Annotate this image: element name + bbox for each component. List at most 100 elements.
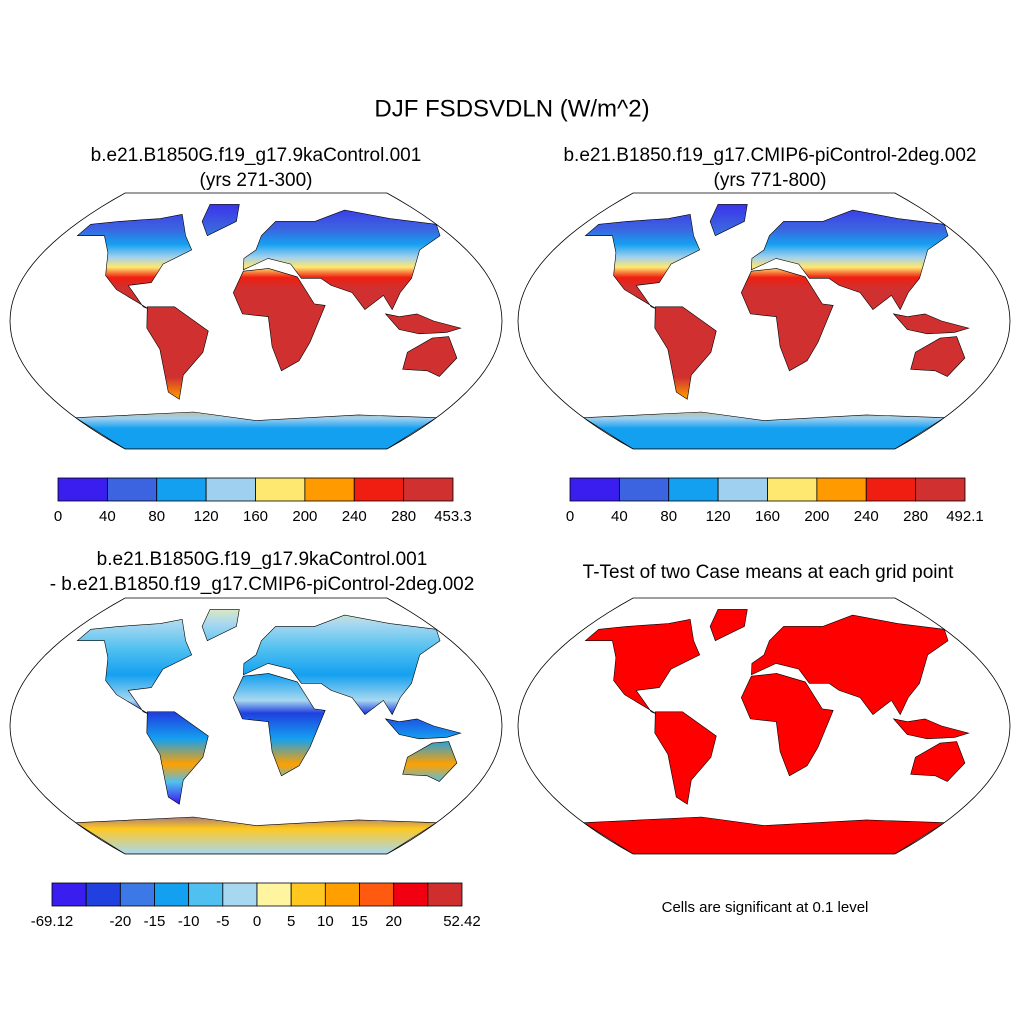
colorbar-label: 40 bbox=[99, 508, 116, 525]
land bbox=[740, 673, 834, 777]
colorbar-box bbox=[915, 477, 966, 502]
land bbox=[709, 204, 748, 237]
land bbox=[740, 268, 834, 372]
panel-title: b.e21.B1850G.f19_g17.9kaControl.001 bbox=[97, 549, 428, 570]
colorbar-label: 200 bbox=[292, 508, 317, 525]
colorbar-box bbox=[256, 882, 292, 907]
map-outline bbox=[9, 192, 503, 450]
colorbar-label: 52.42 bbox=[443, 913, 481, 930]
colorbar-label: 120 bbox=[194, 508, 219, 525]
colorbar-box bbox=[188, 882, 224, 907]
colorbar-label: -20 bbox=[109, 913, 131, 930]
land bbox=[709, 609, 748, 642]
map bbox=[582, 204, 970, 449]
colorbar-label: 280 bbox=[903, 508, 928, 525]
colorbar-box bbox=[156, 477, 207, 502]
map-outline bbox=[517, 192, 1011, 450]
colorbar-box bbox=[618, 477, 670, 502]
land bbox=[582, 816, 946, 854]
panel-title: (yrs 771-800) bbox=[714, 170, 827, 191]
colorbar-label: 80 bbox=[148, 508, 165, 525]
figure-title: DJF FSDSVDLN (W/m^2) bbox=[374, 95, 649, 122]
colorbar-box bbox=[816, 477, 867, 502]
land bbox=[584, 618, 701, 715]
colorbar-label: -69.12 bbox=[31, 913, 74, 930]
land bbox=[384, 718, 462, 740]
land bbox=[402, 336, 458, 377]
panel-note: Cells are significant at 0.1 level bbox=[662, 899, 869, 916]
colorbar-box bbox=[222, 882, 258, 907]
colorbar-box bbox=[51, 882, 87, 907]
land bbox=[384, 313, 462, 335]
colorbar-box bbox=[304, 477, 355, 502]
land bbox=[146, 711, 209, 805]
colorbar-label: 0 bbox=[253, 913, 261, 930]
colorbar-box bbox=[290, 882, 326, 907]
colorbar-label: 240 bbox=[342, 508, 367, 525]
colorbar-box bbox=[353, 477, 405, 502]
colorbar-box bbox=[393, 882, 429, 907]
map bbox=[582, 609, 970, 854]
colorbar-box bbox=[767, 477, 818, 502]
land bbox=[74, 816, 438, 854]
map-outline bbox=[517, 597, 1011, 855]
colorbar-label: -15 bbox=[144, 913, 166, 930]
map bbox=[74, 609, 462, 854]
colorbar-label: 160 bbox=[243, 508, 268, 525]
map bbox=[74, 204, 462, 449]
colorbar-box bbox=[85, 882, 121, 907]
land bbox=[654, 711, 717, 805]
land bbox=[910, 741, 966, 782]
land bbox=[201, 204, 240, 237]
colorbar-label: 200 bbox=[804, 508, 829, 525]
land bbox=[402, 741, 458, 782]
land bbox=[243, 209, 441, 311]
panel-title: T-Test of two Case means at each grid po… bbox=[583, 562, 954, 583]
panel-title: b.e21.B1850.f19_g17.CMIP6-piControl-2deg… bbox=[563, 145, 976, 166]
colorbar-label: 10 bbox=[317, 913, 334, 930]
colorbar-box bbox=[668, 477, 719, 502]
land bbox=[243, 614, 441, 716]
colorbar-box bbox=[324, 882, 360, 907]
colorbar-box bbox=[569, 477, 620, 502]
land bbox=[76, 618, 193, 715]
land bbox=[910, 336, 966, 377]
land bbox=[654, 306, 717, 400]
colorbar-label: -10 bbox=[178, 913, 200, 930]
colorbar-box bbox=[865, 477, 917, 502]
land bbox=[74, 411, 438, 449]
land bbox=[76, 213, 193, 310]
colorbar-label: 5 bbox=[287, 913, 295, 930]
colorbar-box bbox=[205, 477, 256, 502]
land bbox=[751, 614, 949, 716]
colorbar-label: 240 bbox=[854, 508, 879, 525]
colorbar-label: 453.3 bbox=[434, 508, 472, 525]
panel-title: b.e21.B1850G.f19_g17.9kaControl.001 bbox=[91, 145, 422, 166]
colorbar-label: 0 bbox=[566, 508, 574, 525]
panel-title: - b.e21.B1850.f19_g17.CMIP6-piControl-2d… bbox=[50, 574, 475, 595]
map-outline bbox=[9, 597, 503, 855]
land bbox=[892, 718, 970, 740]
colorbar-label: 160 bbox=[755, 508, 780, 525]
colorbar-box bbox=[717, 477, 768, 502]
land bbox=[584, 213, 701, 310]
colorbar-box bbox=[106, 477, 158, 502]
land bbox=[146, 306, 209, 400]
colorbar-box bbox=[403, 477, 454, 502]
colorbar-label: -5 bbox=[216, 913, 229, 930]
panel-title: (yrs 271-300) bbox=[200, 170, 313, 191]
land bbox=[892, 313, 970, 335]
colorbar-label: 15 bbox=[351, 913, 368, 930]
land bbox=[201, 609, 240, 642]
colorbar-label: 120 bbox=[706, 508, 731, 525]
land bbox=[232, 268, 326, 372]
colorbar-label: 80 bbox=[660, 508, 677, 525]
land bbox=[582, 411, 946, 449]
colorbar-box bbox=[255, 477, 306, 502]
colorbar-label: 492.1 bbox=[946, 508, 984, 525]
colorbar-label: 40 bbox=[611, 508, 628, 525]
colorbar-box bbox=[119, 882, 155, 907]
land bbox=[751, 209, 949, 311]
colorbar-box bbox=[359, 882, 395, 907]
